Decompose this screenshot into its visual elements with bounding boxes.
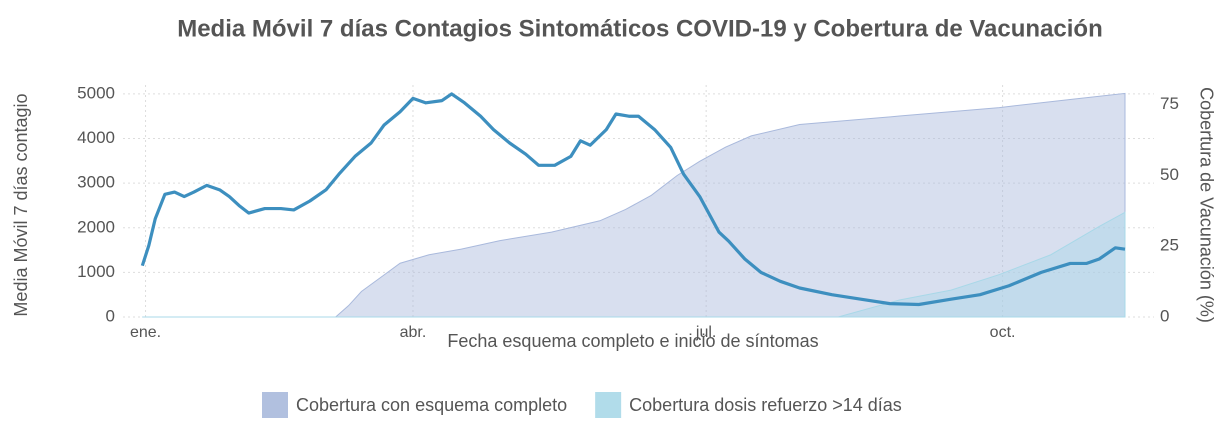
legend-label: Cobertura dosis refuerzo >14 días <box>629 395 902 415</box>
y-tick-label: 3000 <box>77 173 115 192</box>
coverage-area <box>142 211 1126 318</box>
x-tick-label: oct. <box>990 324 1016 341</box>
y-axis-title: Media Móvil 7 días contagio <box>11 93 31 316</box>
y2-tick-label: 75 <box>1160 94 1179 113</box>
y2-axis-title: Cobertura de Vacunación (%) <box>1196 87 1216 323</box>
x-tick-label: abr. <box>400 324 427 341</box>
y-tick-label: 2000 <box>77 217 115 236</box>
y-tick-label: 1000 <box>77 262 115 281</box>
coverage-area <box>142 92 1126 318</box>
y-tick-label: 0 <box>106 306 115 325</box>
y2-tick-label: 25 <box>1160 236 1179 255</box>
x-tick-label: ene. <box>130 324 161 341</box>
cases-line <box>140 92 1126 307</box>
legend-label: Cobertura con esquema completo <box>296 395 567 415</box>
y2-tick-label: 0 <box>1160 306 1169 325</box>
x-tick-label: jul. <box>695 324 716 341</box>
x-axis-title: Fecha esquema completo e inicio de sínto… <box>447 331 818 351</box>
legend-swatch <box>595 392 622 418</box>
chart-title: Media Móvil 7 días Contagios Sintomático… <box>177 15 1103 42</box>
y-tick-label: 5000 <box>77 83 115 102</box>
y2-tick-label: 50 <box>1160 165 1179 184</box>
legend-swatch <box>262 392 288 418</box>
y-tick-label: 4000 <box>77 128 115 147</box>
